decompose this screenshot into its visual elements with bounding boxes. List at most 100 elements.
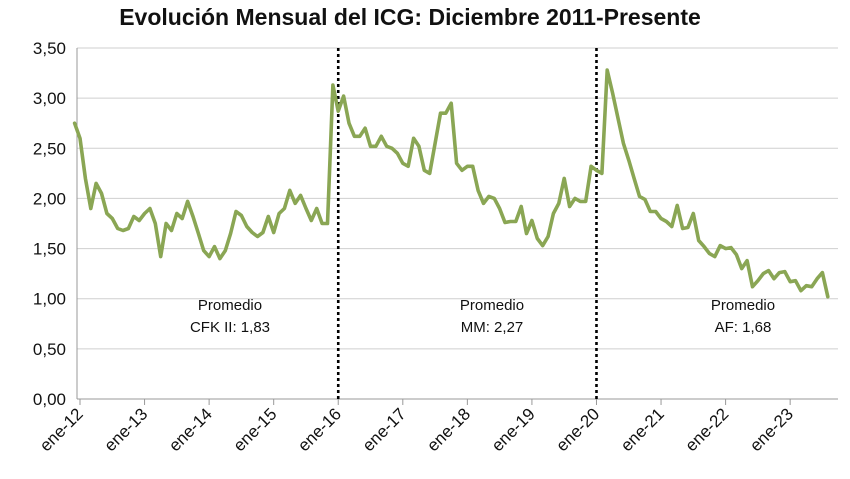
data-point — [240, 214, 243, 217]
y-tick-label: 2,50 — [33, 139, 66, 158]
x-tick-label: ene-13 — [101, 404, 152, 455]
x-tick-label: ene-23 — [746, 404, 797, 455]
data-point — [299, 194, 302, 197]
data-point — [283, 207, 286, 210]
data-point — [482, 202, 485, 205]
data-point — [390, 147, 394, 150]
data-point — [708, 252, 711, 255]
data-point — [579, 200, 582, 203]
data-point — [78, 137, 82, 140]
y-tick-label: 2,00 — [33, 189, 66, 208]
annotation-promedio: Promedio — [198, 297, 262, 314]
data-point — [159, 255, 162, 258]
data-point — [530, 219, 534, 222]
data-point — [100, 192, 103, 195]
x-tick-label: ene-18 — [423, 404, 474, 455]
data-point — [719, 244, 722, 247]
data-point — [767, 269, 770, 272]
data-point — [229, 232, 232, 235]
data-point — [460, 169, 464, 172]
data-point — [702, 245, 706, 248]
data-point — [337, 110, 340, 113]
data-point — [374, 145, 378, 148]
data-point — [568, 205, 571, 208]
data-point — [84, 177, 87, 180]
data-point — [380, 135, 383, 138]
data-point — [170, 229, 173, 232]
data-point — [342, 94, 345, 98]
x-tick-label: ene-21 — [617, 404, 668, 455]
data-point — [154, 222, 157, 225]
data-point — [369, 145, 372, 148]
data-point — [186, 200, 189, 203]
data-point — [783, 270, 786, 273]
data-point — [789, 280, 792, 283]
data-point — [412, 137, 415, 140]
data-point — [654, 210, 657, 213]
data-point — [288, 189, 291, 192]
data-point — [347, 122, 351, 125]
data-point — [358, 135, 361, 138]
x-tick-label: ene-12 — [36, 404, 87, 455]
data-point — [256, 235, 259, 238]
data-point — [697, 239, 700, 242]
data-point — [455, 162, 458, 165]
data-point — [740, 267, 743, 270]
data-point — [245, 225, 248, 228]
annotation-value: MM: 2,27 — [461, 319, 524, 336]
data-point — [466, 165, 469, 168]
data-point — [665, 220, 668, 223]
data-point — [181, 217, 184, 220]
data-point — [729, 246, 733, 249]
data-point — [326, 222, 329, 225]
x-tick-label: ene-19 — [488, 404, 539, 455]
data-point — [600, 172, 604, 175]
data-point — [417, 145, 421, 148]
annotation-value: AF: 1,68 — [715, 319, 772, 336]
data-point — [724, 247, 727, 250]
data-point — [536, 237, 539, 240]
data-point — [164, 222, 168, 225]
data-point — [261, 231, 265, 234]
data-point — [584, 200, 587, 203]
data-point — [331, 83, 335, 87]
data-point — [546, 235, 550, 238]
data-point — [606, 68, 609, 72]
data-point — [433, 142, 437, 145]
data-point — [616, 117, 620, 120]
data-point — [294, 202, 297, 205]
data-point — [207, 255, 211, 258]
data-point — [498, 207, 501, 210]
data-point — [401, 162, 404, 165]
data-point — [234, 210, 238, 213]
data-point — [277, 212, 281, 215]
data-point — [589, 165, 593, 168]
data-point — [552, 212, 555, 215]
data-point — [428, 172, 431, 175]
data-point — [772, 277, 776, 280]
data-point — [643, 198, 647, 201]
data-point — [525, 232, 528, 235]
data-point — [385, 145, 388, 148]
chart-title: Evolución Mensual del ICG: Diciembre 201… — [119, 4, 701, 30]
y-tick-label: 1,50 — [33, 240, 66, 259]
data-point — [632, 177, 636, 180]
data-point — [476, 189, 480, 192]
x-tick-label: ene-14 — [165, 404, 216, 455]
data-point — [197, 232, 200, 235]
data-point — [799, 289, 803, 292]
data-point — [493, 197, 496, 200]
data-point — [116, 227, 119, 230]
y-tick-label: 3,50 — [33, 39, 66, 58]
data-point — [778, 271, 781, 274]
data-point — [132, 215, 135, 218]
data-point — [89, 207, 93, 210]
data-point — [751, 285, 754, 288]
data-point — [111, 217, 114, 220]
data-point — [756, 279, 760, 282]
data-point — [175, 212, 178, 215]
data-point — [627, 159, 630, 162]
data-point — [444, 112, 447, 115]
data-point — [450, 102, 453, 105]
